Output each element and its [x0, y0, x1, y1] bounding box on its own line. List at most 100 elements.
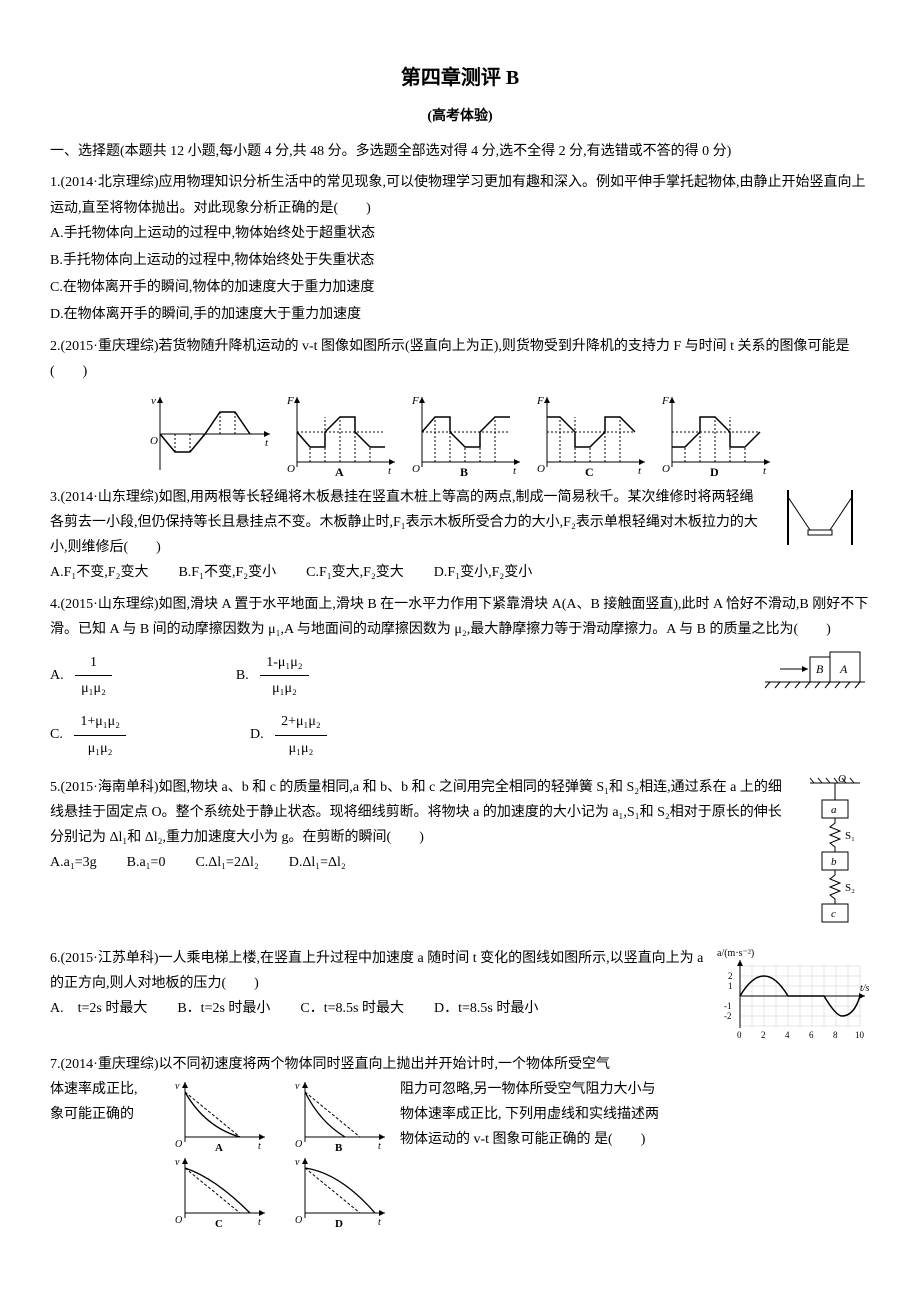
svg-text:t/s: t/s	[860, 983, 870, 994]
svg-text:c: c	[831, 908, 836, 920]
question-7: 7.(2014·重庆理综)以不同初速度将两个物体同时竖直向上抛出并开始计时,一个…	[50, 1052, 870, 1228]
q7-stem-right: 阻力可忽略,另一物体所受空气阻力大小与物体速率成正比, 下列用虚线和实线描述两物…	[400, 1077, 660, 1153]
q7-opt-d-graph: v t O D	[290, 1153, 390, 1228]
svg-text:10: 10	[855, 1030, 865, 1040]
q2-stem: 2.(2015·重庆理综)若货物随升降机运动的 v-t 图像如图所示(竖直向上为…	[50, 334, 870, 384]
q4-opt-d: D. 2+μ₁μ₂μ₁μ₂	[250, 709, 331, 760]
svg-text:D: D	[335, 1218, 343, 1228]
q5-opt-c: C.Δl₁=2Δl₂	[195, 850, 258, 875]
q6-figure: a/(m·s⁻²) 2 1 -1 -2 0 2 4 6 8 10 t/s	[715, 946, 870, 1046]
q3-figure	[770, 485, 870, 555]
svg-text:t: t	[388, 465, 392, 477]
svg-text:B: B	[460, 465, 468, 477]
q7-stem-left: 体速率成正比, 象可能正确的	[50, 1077, 170, 1127]
q2-opt-c-graph: F t O C	[535, 392, 650, 477]
svg-text:S₂: S₂	[845, 882, 855, 894]
svg-text:A: A	[215, 1142, 223, 1152]
q2-opt-b-graph: F t O B	[410, 392, 525, 477]
question-1: 1.(2014·北京理综)应用物理知识分析生活中的常见现象,可以使物理学习更加有…	[50, 170, 870, 327]
question-2: 2.(2015·重庆理综)若货物随升降机运动的 v-t 图像如图所示(竖直向上为…	[50, 334, 870, 477]
svg-text:F: F	[661, 395, 669, 407]
q1-opt-b: B.手托物体向上运动的过程中,物体始终处于失重状态	[50, 248, 870, 273]
svg-text:v: v	[175, 1081, 180, 1092]
svg-text:O: O	[175, 1215, 182, 1226]
question-5: O a S₁ b S₂ c 5.(2015·海南单科)如图,物块 a、b 和 c…	[50, 775, 870, 940]
q6-opt-d: D．t=8.5s 时最小	[434, 996, 538, 1021]
svg-text:O: O	[662, 463, 670, 475]
section-header: 一、选择题(本题共 12 小题,每小题 4 分,共 48 分。多选题全部选对得 …	[50, 139, 870, 164]
svg-text:A: A	[839, 662, 848, 676]
q4-figure: B A	[760, 642, 870, 692]
q5-stem: 5.(2015·海南单科)如图,物块 a、b 和 c 的质量相同,a 和 b、b…	[50, 775, 870, 851]
question-4: 4.(2015·山东理综)如图,滑块 A 置于水平地面上,滑块 B 在一水平力作…	[50, 592, 870, 769]
svg-text:2: 2	[761, 1030, 766, 1040]
svg-text:b: b	[831, 856, 837, 868]
svg-text:t: t	[378, 1217, 381, 1228]
svg-text:-2: -2	[724, 1011, 732, 1021]
svg-text:v: v	[295, 1081, 300, 1092]
svg-text:1: 1	[728, 981, 733, 991]
q6-opt-a: A. t=2s 时最大	[50, 996, 147, 1021]
q5-figure: O a S₁ b S₂ c	[800, 775, 870, 940]
svg-text:t: t	[378, 1141, 381, 1152]
svg-text:O: O	[150, 435, 158, 447]
svg-text:B: B	[816, 662, 824, 676]
q7-opt-c-graph: v t O C	[170, 1153, 270, 1228]
svg-text:O: O	[295, 1139, 302, 1150]
q7-opt-b-graph: v t O B	[290, 1077, 390, 1152]
q6-opt-c: C．t=8.5s 时最大	[300, 996, 404, 1021]
svg-text:O: O	[295, 1215, 302, 1226]
svg-text:8: 8	[833, 1030, 838, 1040]
q2-vt-graph: v t O	[145, 392, 275, 477]
svg-text:-1: -1	[724, 1001, 732, 1011]
q3-opt-d: D.F₁变小,F₂变小	[434, 560, 532, 585]
svg-text:O: O	[838, 775, 846, 785]
svg-text:a/(m·s⁻²): a/(m·s⁻²)	[717, 948, 754, 959]
svg-text:O: O	[412, 463, 420, 475]
svg-text:C: C	[215, 1218, 223, 1228]
q4-stem: 4.(2015·山东理综)如图,滑块 A 置于水平地面上,滑块 B 在一水平力作…	[50, 592, 870, 642]
svg-text:C: C	[585, 465, 594, 477]
svg-text:v: v	[151, 395, 156, 407]
q6-opt-b: B．t=2s 时最小	[177, 996, 270, 1021]
svg-text:O: O	[175, 1139, 182, 1150]
q4-opt-a: A. 1μ₁μ₂	[50, 650, 116, 701]
svg-text:F: F	[286, 395, 294, 407]
svg-text:v: v	[175, 1157, 180, 1168]
svg-text:4: 4	[785, 1030, 790, 1040]
svg-text:v: v	[295, 1157, 300, 1168]
svg-text:O: O	[537, 463, 545, 475]
svg-text:S₁: S₁	[845, 830, 855, 842]
svg-text:t: t	[258, 1141, 261, 1152]
question-6: a/(m·s⁻²) 2 1 -1 -2 0 2 4 6 8 10 t/s 6.(…	[50, 946, 870, 1046]
q7-stem-1: 7.(2014·重庆理综)以不同初速度将两个物体同时竖直向上抛出并开始计时,一个…	[50, 1057, 610, 1072]
svg-text:F: F	[411, 395, 419, 407]
svg-text:a: a	[831, 804, 837, 816]
q1-opt-d: D.在物体离开手的瞬间,手的加速度大于重力加速度	[50, 302, 870, 327]
q7-opt-a-graph: v t O A	[170, 1077, 270, 1152]
q3-opt-c: C.F₁变大,F₂变大	[306, 560, 404, 585]
svg-text:A: A	[335, 465, 344, 477]
q1-opt-c: C.在物体离开手的瞬间,物体的加速度大于重力加速度	[50, 275, 870, 300]
q1-opt-a: A.手托物体向上运动的过程中,物体始终处于超重状态	[50, 221, 870, 246]
q5-opt-a: A.a₁=3g	[50, 850, 97, 875]
svg-text:t: t	[258, 1217, 261, 1228]
question-3: 3.(2014·山东理综)如图,用两根等长轻绳将木板悬挂在竖直木桩上等高的两点,…	[50, 485, 870, 586]
svg-text:D: D	[710, 465, 719, 477]
q1-stem: 1.(2014·北京理综)应用物理知识分析生活中的常见现象,可以使物理学习更加有…	[50, 170, 870, 220]
svg-text:B: B	[335, 1142, 343, 1152]
q3-opt-b: B.F₁不变,F₂变小	[178, 560, 276, 585]
q2-opt-a-graph: F t O A	[285, 392, 400, 477]
svg-text:t: t	[265, 437, 269, 449]
q4-opt-b: B. 1-μ₁μ₂μ₁μ₂	[236, 650, 313, 701]
page-title: 第四章测评 B	[50, 60, 870, 96]
svg-text:0: 0	[737, 1030, 742, 1040]
page-subtitle: (高考体验)	[50, 104, 870, 129]
svg-text:F: F	[536, 395, 544, 407]
q3-stem: 3.(2014·山东理综)如图,用两根等长轻绳将木板悬挂在竖直木桩上等高的两点,…	[50, 485, 870, 561]
svg-text:6: 6	[809, 1030, 814, 1040]
svg-text:2: 2	[728, 971, 733, 981]
q5-opt-d: D.Δl₁=Δl₂	[289, 850, 346, 875]
q5-opt-b: B.a₁=0	[127, 850, 166, 875]
q2-graphs: v t O F t O A	[50, 392, 870, 477]
